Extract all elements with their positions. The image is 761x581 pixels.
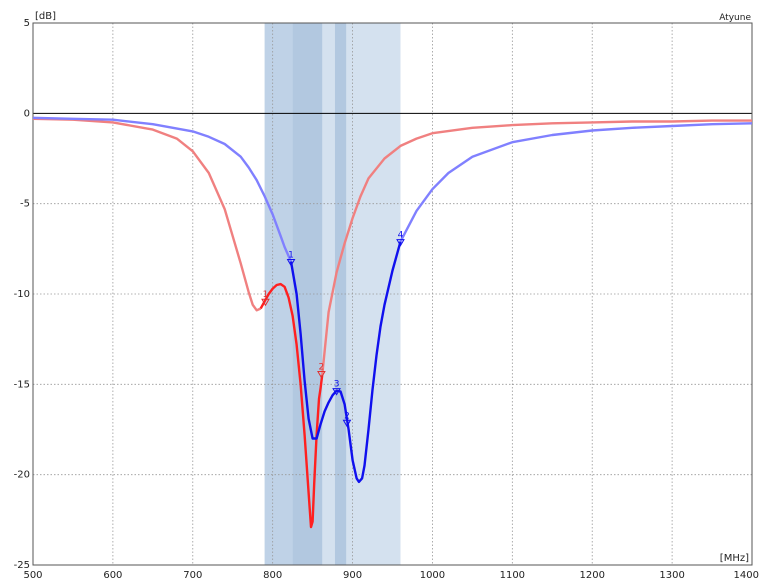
band-3: [334, 23, 347, 565]
y-tick-label: 5: [24, 18, 30, 29]
series-lines: [32, 116, 753, 529]
x-tick-label: 1100: [500, 570, 525, 581]
marker-1: [317, 370, 326, 379]
x-tick-label: 1200: [579, 570, 604, 581]
x-tick-label: 500: [23, 570, 42, 581]
marker-label-5: 4: [398, 231, 404, 241]
y-tick-label: -25: [14, 560, 30, 571]
grid-lines: [33, 23, 752, 565]
series-line-2: [321, 119, 752, 376]
corner-label: Atyune: [719, 13, 751, 23]
marker-5: [396, 239, 405, 247]
x-tick-label: 700: [183, 570, 202, 581]
y-tick-labels: 5 0 -5 -10 -15 -20 -25: [14, 18, 30, 571]
marker-label-2: 1: [288, 250, 294, 260]
plot-frame: [32, 22, 753, 566]
series-line-5: [399, 122, 753, 243]
y-tick-label: -5: [20, 199, 30, 210]
x-tick-label: 1400: [734, 570, 759, 581]
series-line-3: [32, 116, 293, 262]
x-tick-label: 1300: [659, 570, 684, 581]
marker-0: [261, 298, 270, 307]
x-tick-label: 800: [263, 570, 282, 581]
x-tick-label: 600: [103, 570, 122, 581]
x-axis-unit: [MHz]: [720, 553, 749, 564]
series-line-0: [32, 117, 262, 312]
y-tick-label: 0: [24, 108, 30, 119]
marker-4: [342, 419, 352, 428]
marker-label-1: 2: [319, 362, 325, 372]
marker-2: [286, 258, 296, 267]
x-tick-labels: 500 600 700 800 900 1000 1100 1200 1300 1400: [23, 570, 759, 581]
marker-label-0: 1: [263, 290, 269, 300]
marker-label-3: 3: [334, 380, 340, 390]
marker-label-4: 2: [344, 411, 350, 421]
marker-3: [332, 388, 341, 396]
y-axis-unit: [dB]: [35, 11, 56, 22]
series-line-1: [259, 282, 324, 529]
series-line-4: [289, 241, 402, 484]
x-tick-label: 900: [343, 570, 362, 581]
y-tick-label: -15: [14, 379, 30, 390]
y-tick-label: -20: [14, 470, 30, 481]
y-tick-label: -10: [14, 289, 30, 300]
x-tick-label: 1000: [420, 570, 445, 581]
